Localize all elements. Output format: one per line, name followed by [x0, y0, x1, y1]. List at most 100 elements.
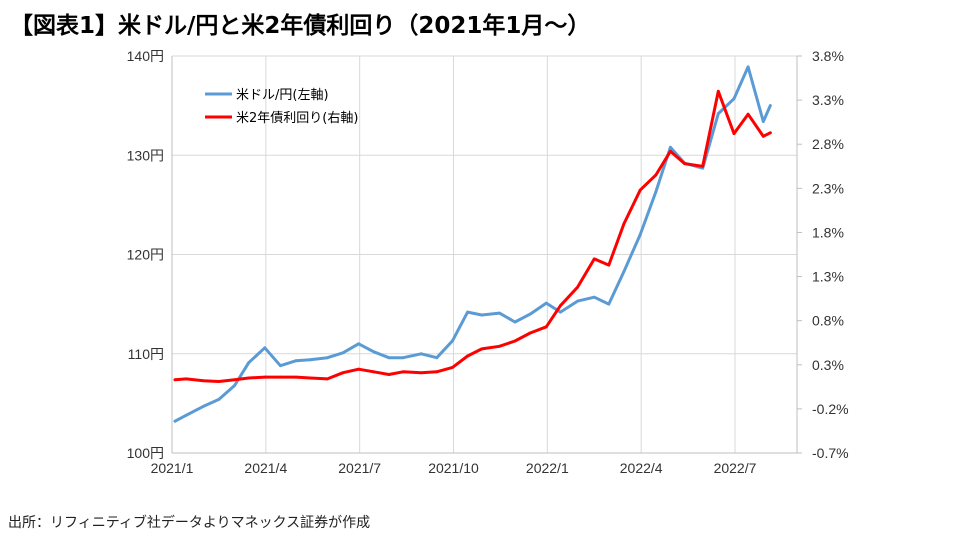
yield-point: [294, 375, 298, 379]
usdjpy-point: [372, 350, 376, 354]
usdjpy-line: [173, 65, 772, 423]
usdjpy-point: [638, 233, 642, 237]
yield-point: [184, 377, 188, 381]
yield-point: [683, 162, 686, 166]
usdjpy-point: [497, 311, 501, 315]
y-right-tick-label: 3.8%: [812, 48, 844, 64]
usdjpy-point: [480, 313, 484, 317]
usdjpy-point: [173, 419, 177, 423]
usdjpy-point: [654, 190, 658, 194]
yield-point: [768, 131, 772, 135]
yield-point: [732, 132, 736, 136]
usdjpy-point: [761, 120, 765, 123]
yield-point: [654, 173, 658, 177]
y-right-tick-label: -0.2%: [812, 401, 849, 417]
grid: [171, 55, 797, 454]
legend-label: 米ドル/円(左軸): [236, 88, 329, 103]
y-left-tick-label: 100円: [127, 445, 164, 461]
yield-point: [559, 304, 562, 308]
yield-point: [279, 375, 282, 379]
usdjpy-point: [341, 351, 345, 355]
y-left-tick-label: 130円: [127, 147, 164, 163]
yield-line: [173, 89, 772, 383]
yield-point: [387, 373, 391, 376]
usdjpy-point: [451, 339, 454, 343]
usdjpy-point: [263, 346, 267, 350]
usdjpy-point: [387, 356, 391, 360]
usdjpy-point: [325, 356, 329, 360]
yield-point: [173, 378, 177, 382]
y-right-tick-label: 3.3%: [812, 92, 844, 108]
yield-point: [576, 285, 580, 289]
usdjpy-point: [217, 398, 221, 401]
source-note: 出所：リフィニティブ社データよりマネックス証券が作成: [8, 515, 371, 531]
legend: 米ドル/円(左軸) 米2年債利回り(右軸): [205, 88, 358, 126]
usdjpy-point: [247, 361, 251, 365]
x-tick-label: 2021/4: [244, 460, 287, 476]
usdjpy-point: [732, 97, 736, 101]
y-right-tick-label: 0.3%: [812, 357, 844, 373]
x-tick-label: 2022/4: [620, 460, 663, 476]
yield-point: [638, 188, 642, 192]
y-left-tick-label: 110円: [128, 346, 164, 362]
y-right-tick-label: 2.3%: [812, 180, 844, 196]
y-right-tick-label: 1.8%: [812, 224, 844, 240]
y-right-tick-label: -0.7%: [812, 445, 849, 461]
yield-point: [497, 344, 501, 348]
axes: [171, 55, 802, 454]
usdjpy-point: [419, 352, 423, 356]
usdjpy-point: [746, 65, 750, 69]
usdjpy-point: [184, 413, 188, 417]
yield-point: [217, 380, 221, 383]
x-tick-label: 2021/7: [338, 460, 381, 476]
yield-point: [592, 257, 596, 261]
yield-point: [435, 370, 439, 374]
yield-point: [451, 366, 454, 369]
yield-point: [341, 371, 345, 375]
legend-label: 米2年債利回り(右軸): [236, 111, 358, 126]
chart-title: 【図表1】米ドル/円と米2年債利回り（2021年1月～）: [10, 13, 591, 39]
usdjpy-point: [559, 310, 562, 314]
usdjpy-point: [401, 356, 405, 360]
usdjpy-point: [513, 320, 517, 324]
y-right-tick-label: 0.8%: [812, 313, 844, 329]
usdjpy-point: [592, 295, 596, 299]
usdjpy-point: [768, 104, 772, 108]
yield-point: [357, 367, 361, 371]
y-left-tick-label: 140円: [127, 48, 164, 64]
x-tick-label: 2022/7: [714, 460, 757, 476]
yield-point: [513, 339, 517, 343]
y-right-tick-label: 2.8%: [812, 136, 844, 152]
yield-point: [607, 263, 611, 267]
yield-point: [233, 378, 236, 382]
usdjpy-point: [279, 364, 282, 368]
yield-point: [201, 379, 205, 383]
usdjpy-point: [201, 404, 205, 408]
usdjpy-point: [308, 358, 312, 362]
yield-point: [372, 370, 376, 374]
y-left-tick-label: 120円: [127, 247, 164, 263]
usdjpy-point: [466, 310, 470, 314]
yield-point: [466, 354, 470, 358]
x-tick-label: 2021/1: [151, 460, 194, 476]
yield-point: [544, 325, 548, 329]
yield-point: [325, 377, 329, 381]
yield-point: [668, 149, 672, 153]
x-tick-label: 2022/1: [526, 460, 569, 476]
yield-point: [401, 370, 405, 374]
usdjpy-point: [528, 312, 532, 316]
usdjpy-point: [668, 145, 672, 149]
usdjpy-point: [294, 359, 298, 363]
yield-point: [716, 89, 720, 93]
usdjpy-point: [716, 112, 720, 115]
usdjpy-point: [233, 384, 236, 387]
yield-point: [528, 331, 532, 335]
usdjpy-point: [576, 299, 580, 303]
yield-point: [247, 376, 251, 380]
yield-point: [761, 134, 765, 138]
tick-labels: 100円 110円 120円 130円 140円 2021/1 2021/4 2021/7 20…: [127, 48, 849, 476]
usdjpy-point: [435, 356, 439, 360]
usdjpy-point: [544, 301, 548, 305]
yield-point: [746, 112, 750, 116]
